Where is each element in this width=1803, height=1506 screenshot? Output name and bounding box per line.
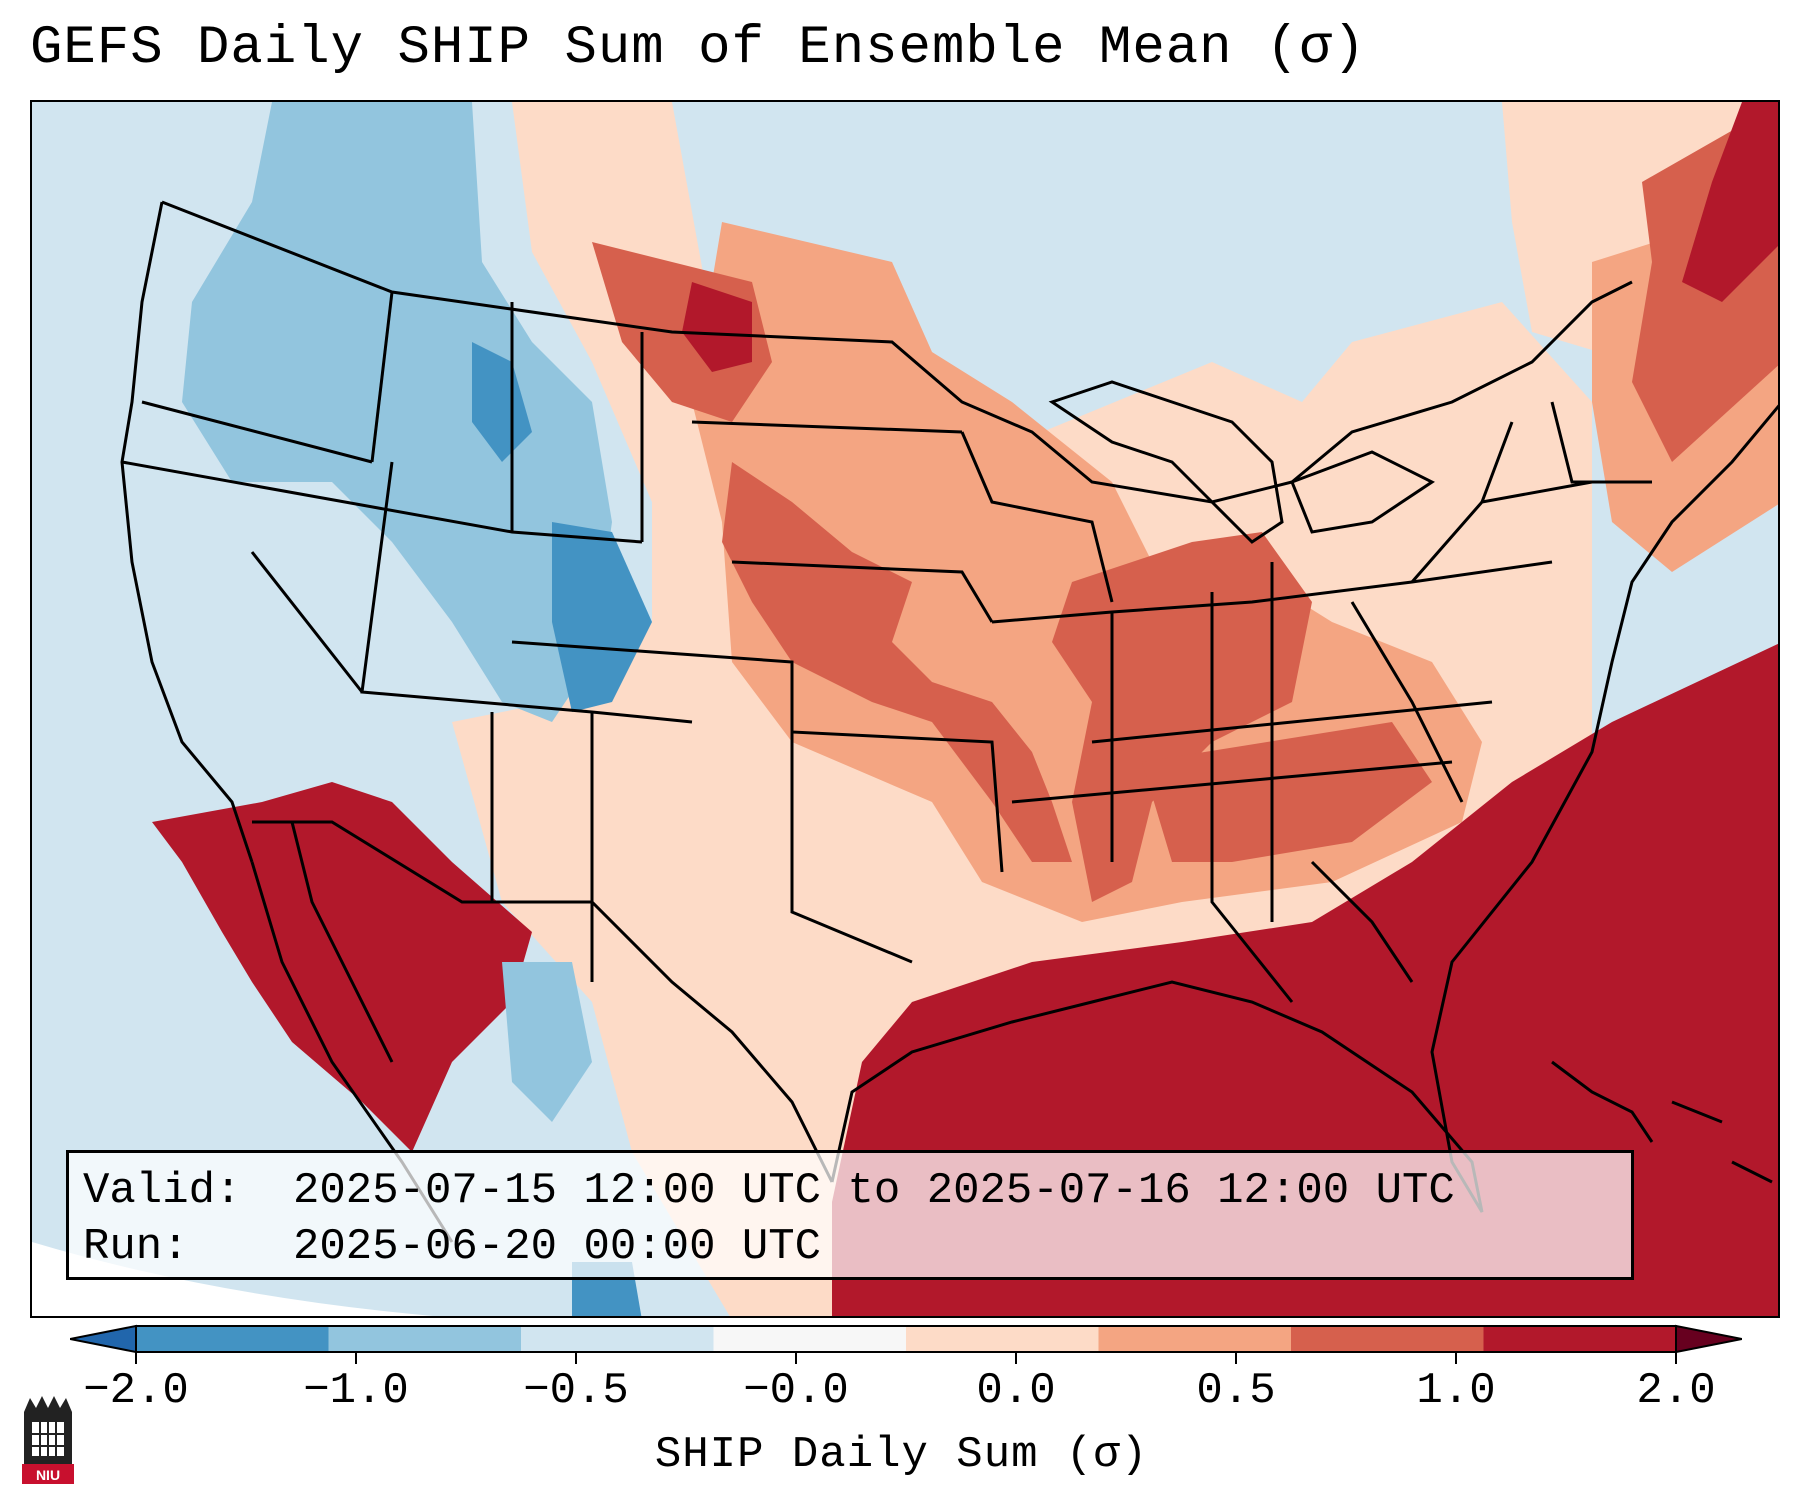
- ship-anomaly-map: [32, 102, 1778, 1316]
- region-mexico-negative: [502, 962, 592, 1122]
- region-nevada-slightly-negative: [232, 482, 392, 662]
- projection-edge: [32, 1242, 433, 1316]
- run-value: 2025-06-20 00:00 UTC: [293, 1222, 822, 1272]
- valid-label: Valid:: [83, 1166, 242, 1216]
- region-idaho-strong-negative: [472, 342, 532, 462]
- caribbean-islands: [1551, 1060, 1773, 1184]
- region-midwest-positive: [1052, 532, 1312, 902]
- colorbar-segment: [136, 1326, 329, 1352]
- great-lakes: [1048, 380, 1284, 544]
- colorbar-label: SHIP Daily Sum (σ): [654, 1430, 1149, 1480]
- lake-erie-ontario: [1290, 450, 1435, 534]
- colorbar-segment: [906, 1326, 1099, 1352]
- colorbar-tick-label: −0.5: [523, 1366, 629, 1416]
- map-panel[interactable]: [30, 100, 1780, 1318]
- colorbar-tick-label: 1.0: [1416, 1366, 1496, 1416]
- region-newfoundland-strong: [1682, 102, 1778, 302]
- colorbar-segment: [328, 1326, 522, 1352]
- colorbar-segment: [1483, 1326, 1677, 1352]
- region-colorado-strong-negative: [552, 522, 652, 712]
- colorbar-over-extend: [1675, 1324, 1742, 1354]
- colorbar-segment: [1098, 1326, 1292, 1352]
- chart-title: GEFS Daily SHIP Sum of Ensemble Mean (σ): [30, 18, 1367, 79]
- region-montana-strong: [682, 282, 752, 372]
- west-coast: [120, 201, 254, 863]
- run-label: Run:: [83, 1222, 189, 1272]
- niu-castle-logo-icon: NIU: [22, 1396, 74, 1484]
- colorbar-segment: [521, 1326, 714, 1352]
- colorbar-segment: [713, 1326, 907, 1352]
- baja-coast: [290, 821, 394, 1063]
- colorbar-tick-label: 0.0: [976, 1366, 1056, 1416]
- colorbar-tick-label: 0.5: [1196, 1366, 1276, 1416]
- colorbar-segment: [1291, 1326, 1484, 1352]
- colorbar-tick-label: −0.0: [743, 1366, 849, 1416]
- region-northwest-negative: [182, 102, 612, 722]
- colorbar-under-extend: [70, 1324, 137, 1354]
- colorbar-tick-label: −1.0: [303, 1366, 409, 1416]
- us-canada-border: [161, 200, 1633, 504]
- valid-run-info-box: Valid: 2025-07-15 12:00 UTC to 2025-07-16…: [66, 1150, 1634, 1280]
- colorbar-frame: [135, 1325, 1677, 1353]
- logo-text: NIU: [36, 1467, 60, 1483]
- colorbar-tick-label: 2.0: [1636, 1366, 1716, 1416]
- region-plains-positive: [722, 462, 1072, 862]
- colorbar-tick-label: −2.0: [83, 1366, 189, 1416]
- region-southwest-strong: [152, 782, 532, 1152]
- colorbar: [70, 1324, 1742, 1364]
- region-tennessee-positive: [1142, 722, 1432, 862]
- us-mexico-border: [252, 820, 834, 1183]
- valid-value: 2025-07-15 12:00 UTC to 2025-07-16 12:00…: [293, 1166, 1455, 1216]
- region-gulf-atlantic-strong: [832, 643, 1778, 1316]
